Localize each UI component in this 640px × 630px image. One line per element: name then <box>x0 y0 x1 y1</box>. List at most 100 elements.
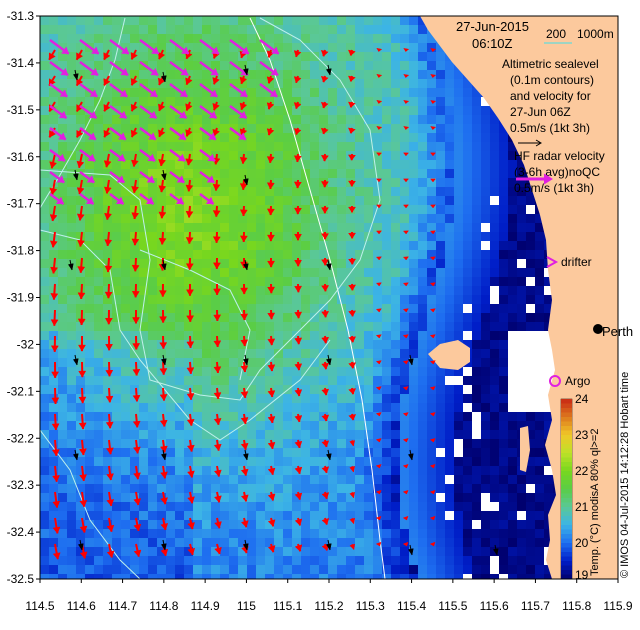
sealevel-contour <box>40 229 331 441</box>
surface-current-arrow <box>403 48 410 52</box>
surface-current-arrow <box>321 517 330 526</box>
surface-current-arrow <box>159 309 167 324</box>
hf-radar-arrow <box>109 192 125 205</box>
surface-current-arrow <box>130 101 138 112</box>
surface-current-arrow <box>375 308 382 313</box>
x-axis-ticks: 114.5 114.6 114.7 114.8 114.9 115 115.1 115.2 11… <box>25 579 633 613</box>
hf-radar-arrow <box>79 192 95 205</box>
surface-current-arrow <box>375 438 382 443</box>
hf-radar-arrow <box>109 104 128 120</box>
surface-current-arrow <box>212 101 220 111</box>
surface-current-arrow <box>158 101 166 112</box>
hf-radar-arrow <box>139 82 158 98</box>
surface-current-arrow <box>213 309 222 322</box>
hf-radar-arrow <box>139 170 156 184</box>
surface-current-arrow <box>131 179 139 194</box>
credit-label: © IMOS 04-Jul-2015 14:12:28 Hobart time <box>619 372 631 578</box>
surface-current-arrow <box>51 387 60 405</box>
surface-current-arrow <box>50 283 59 301</box>
surface-current-arrow <box>349 517 355 525</box>
surface-current-arrow <box>131 153 139 168</box>
hf-radar-arrow <box>169 170 186 184</box>
surface-current-arrow <box>348 413 357 421</box>
surface-current-arrow <box>430 126 437 130</box>
surface-current-arrow <box>240 361 249 373</box>
surface-current-arrow <box>214 517 222 529</box>
hf-radar-arrow <box>49 148 66 163</box>
surface-current-arrow <box>375 256 382 261</box>
surface-current-arrow <box>213 283 221 296</box>
hf-radar-arrow <box>139 192 155 205</box>
surface-current-arrow <box>266 153 275 164</box>
surface-current-arrow <box>104 283 113 299</box>
surface-current-arrow <box>402 438 409 443</box>
x-tick-label: 114.8 <box>149 599 178 613</box>
surface-current-arrow <box>429 308 436 313</box>
surface-current-arrow <box>79 491 88 508</box>
surface-current-arrow <box>293 127 302 136</box>
surface-current-arrow <box>321 283 330 292</box>
surface-current-arrow <box>348 387 357 395</box>
hf-radar-arrow <box>109 148 126 163</box>
surface-current-arrow <box>51 413 60 431</box>
surface-current-arrow <box>349 465 356 473</box>
surface-current-arrow <box>375 464 382 469</box>
surface-current-arrow <box>402 412 409 417</box>
surface-current-arrow <box>159 439 168 453</box>
hf-radar-arrow <box>169 126 187 141</box>
surface-current-arrow <box>402 256 409 261</box>
surface-current-arrow <box>320 127 329 135</box>
surface-current-arrow <box>429 282 436 287</box>
surface-current-arrow <box>294 283 303 293</box>
surface-current-arrow <box>294 231 302 241</box>
surface-current-arrow <box>52 465 60 483</box>
surface-current-arrow <box>133 543 142 558</box>
surface-current-arrow <box>347 101 356 108</box>
surface-current-arrow <box>106 543 115 559</box>
surface-current-arrow <box>320 75 329 83</box>
surface-current-arrow <box>267 283 276 294</box>
surface-current-arrow <box>321 257 329 266</box>
surface-current-arrow <box>106 491 115 507</box>
surface-current-arrow <box>185 101 193 112</box>
surface-current-arrow <box>212 257 221 270</box>
x-tick-label: 115.3 <box>356 599 385 613</box>
hf-radar-arrow <box>49 60 69 77</box>
hf-radar-arrow <box>199 38 220 55</box>
surface-current-arrow <box>266 127 275 136</box>
colorbar-title: Temp. (°C) modisA 80% ql>=2 <box>589 429 601 576</box>
colorbar-tick-label: 23 <box>575 428 589 442</box>
surface-current-arrow <box>429 386 436 391</box>
surface-current-arrow <box>185 153 194 166</box>
surface-current-arrow <box>160 465 168 479</box>
surface-current-arrow <box>348 179 356 187</box>
surface-current-arrow <box>348 335 357 343</box>
surface-current-arrow <box>402 178 410 183</box>
surface-current-arrow <box>375 386 382 391</box>
y-tick-label: -32.1 <box>7 384 35 398</box>
hf-radar-arrow <box>169 192 185 205</box>
surface-current-arrow <box>293 101 302 110</box>
surface-current-arrow <box>375 230 382 235</box>
surface-current-arrow <box>78 413 87 430</box>
surface-current-arrow <box>294 205 302 215</box>
surface-current-arrow <box>104 257 113 273</box>
y-tick-label: -32.3 <box>7 478 35 492</box>
altimetry-velocity-arrow <box>325 64 332 76</box>
hf-radar-arrow <box>79 82 98 98</box>
colorbar-tick-label: 24 <box>575 392 589 406</box>
sealevel-legend-line3: and velocity for <box>510 89 591 103</box>
surface-current-arrow <box>213 335 222 348</box>
surface-current-arrow <box>266 101 275 110</box>
surface-current-arrow <box>75 49 84 61</box>
hf-radar-arrow <box>199 192 215 205</box>
surface-current-arrow <box>130 127 139 138</box>
hf-radar-arrow <box>109 38 130 55</box>
surface-current-arrow <box>321 231 329 240</box>
surface-current-arrow <box>186 387 195 401</box>
surface-current-arrow <box>402 230 409 235</box>
surface-current-arrow <box>267 439 276 450</box>
surface-current-arrow <box>240 491 249 502</box>
surface-current-arrow <box>267 387 276 398</box>
colorbar-tick-label: 19 <box>575 568 589 582</box>
